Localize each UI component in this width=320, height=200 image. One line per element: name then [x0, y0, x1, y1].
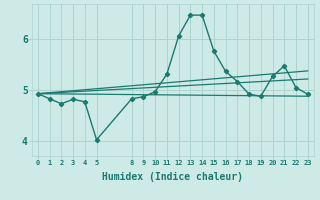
X-axis label: Humidex (Indice chaleur): Humidex (Indice chaleur): [102, 172, 243, 182]
